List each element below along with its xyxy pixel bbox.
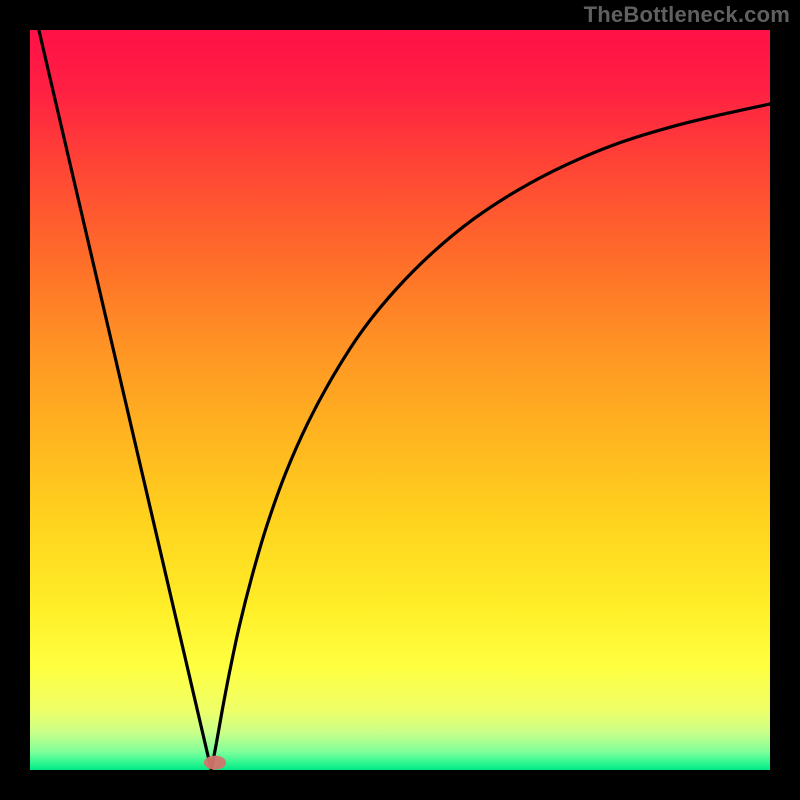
gradient-background bbox=[30, 30, 770, 770]
figure-frame: TheBottleneck.com bbox=[0, 0, 800, 800]
plot-svg bbox=[30, 30, 770, 770]
minimum-marker bbox=[204, 756, 226, 770]
watermark-text: TheBottleneck.com bbox=[584, 2, 790, 28]
plot-area bbox=[30, 30, 770, 770]
